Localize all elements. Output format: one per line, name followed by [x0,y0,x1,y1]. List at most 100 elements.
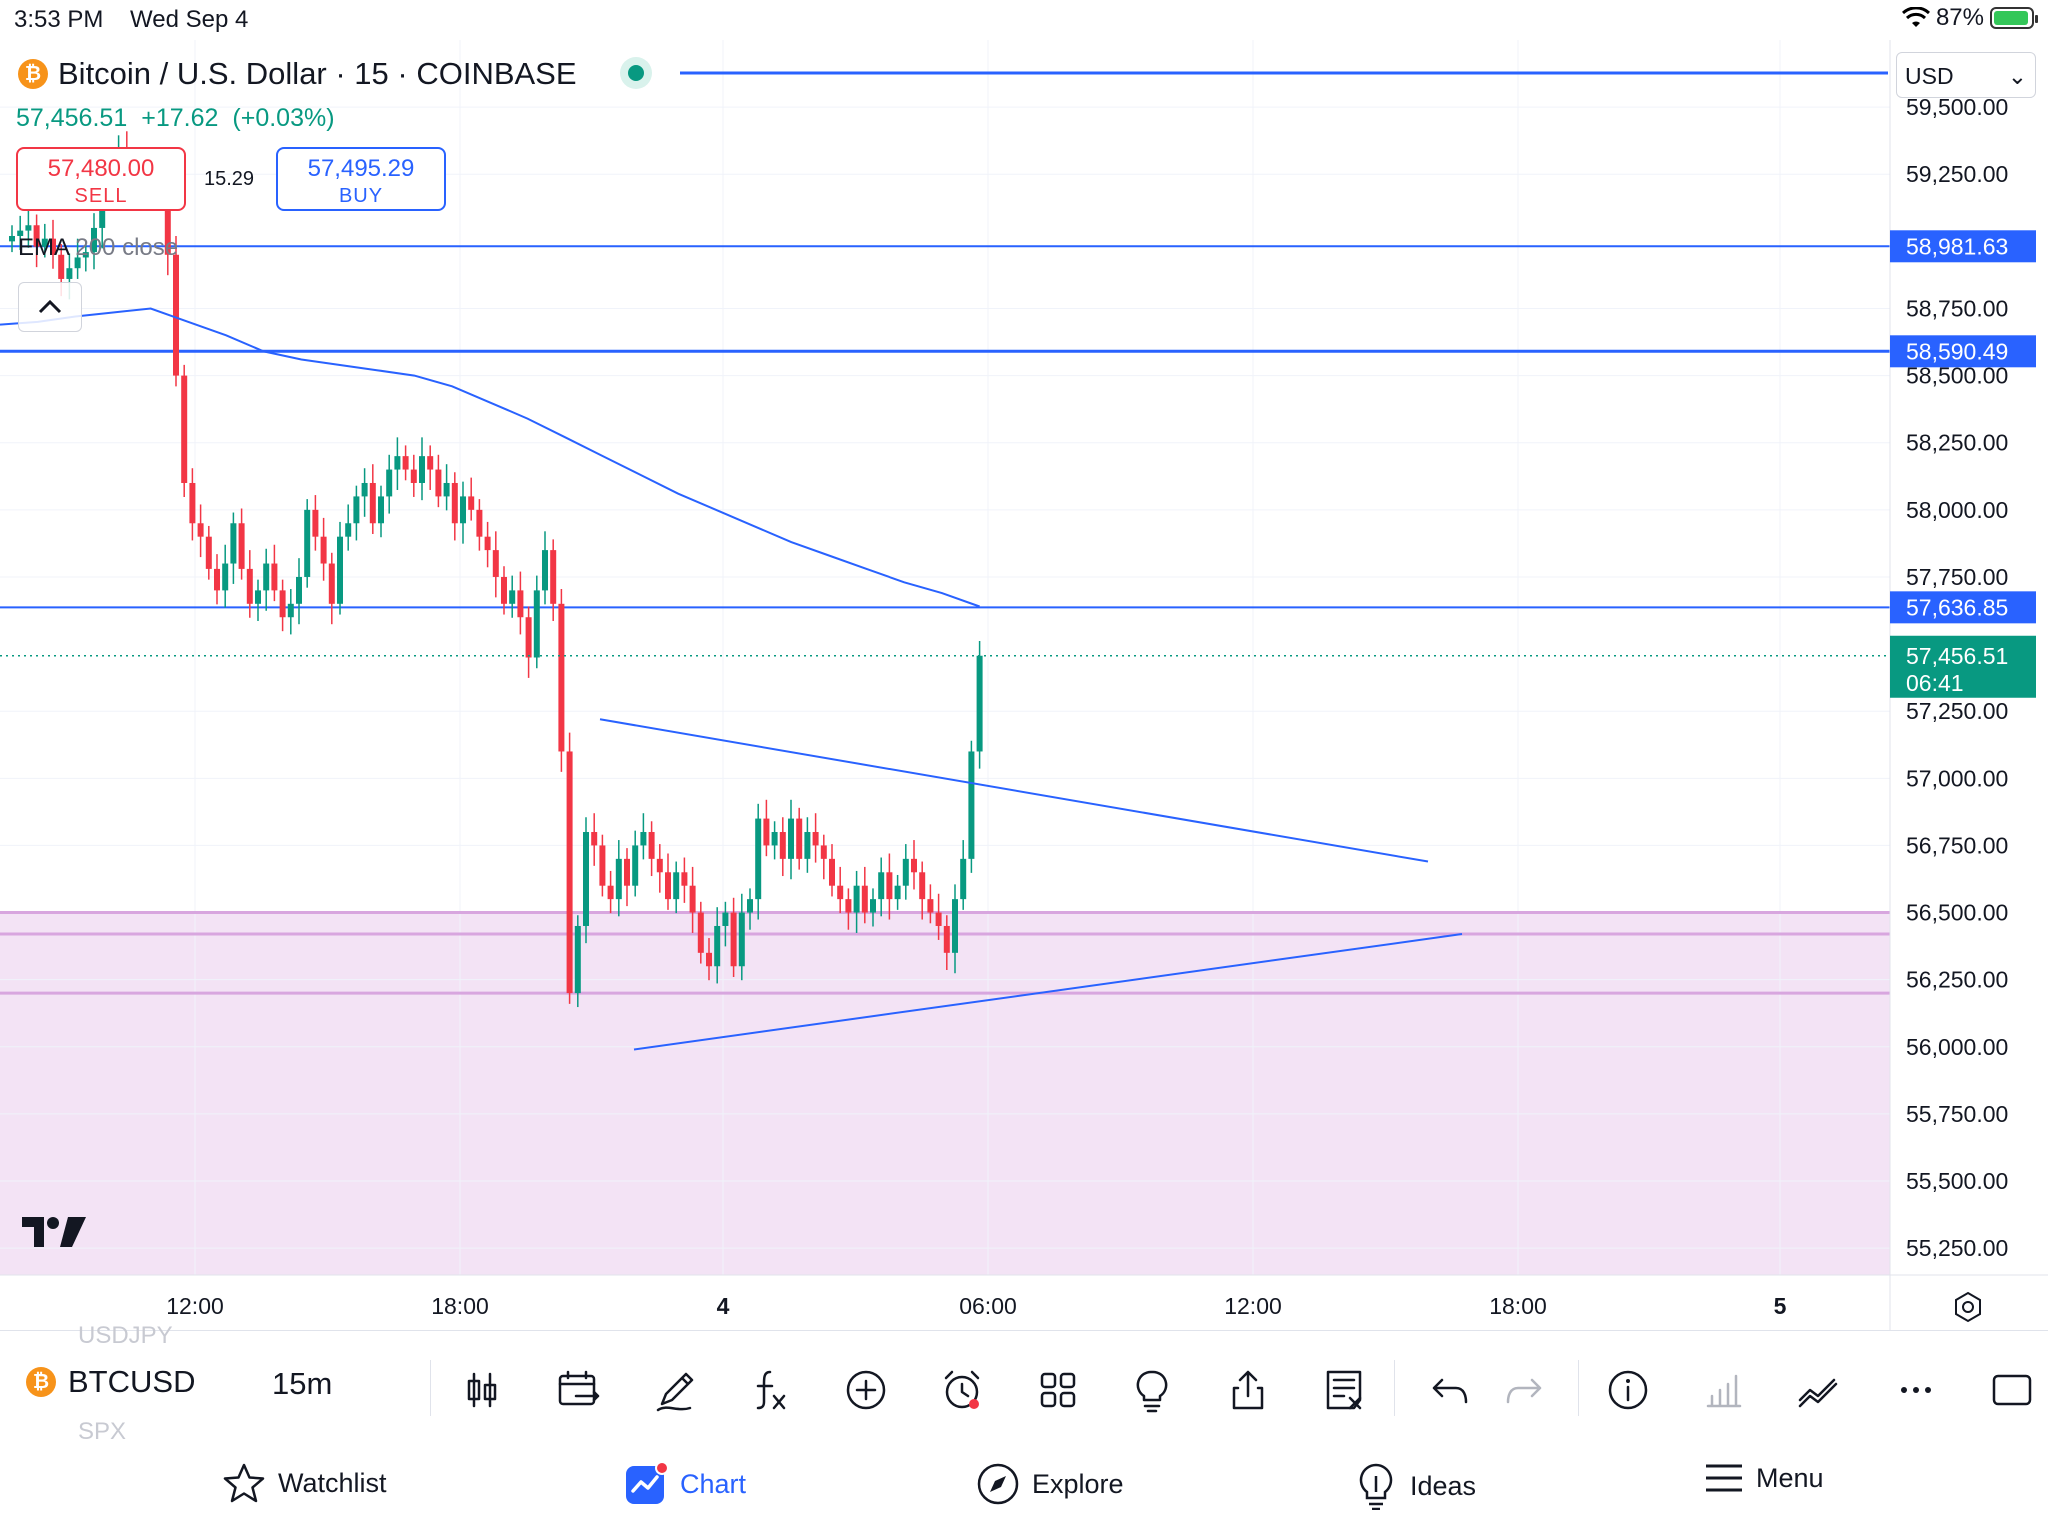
candle-body [878,872,885,900]
more-button[interactable] [1888,1362,1944,1418]
sell-button[interactable]: 57,480.00 SELL [16,147,186,211]
info-button[interactable] [1600,1362,1656,1418]
spread-value: 15.29 [204,168,255,190]
candle-body [230,523,237,564]
candle [312,495,319,551]
redo-icon [1506,1378,1542,1404]
nav-ideas-label: Ideas [1410,1470,1477,1501]
sell-price: 57,480.00 [47,155,155,182]
candle-body [607,885,614,900]
candle-body [91,227,97,253]
candle-body [533,590,540,658]
candle-body [484,536,491,551]
candle-body [304,509,311,577]
bar-stats-button[interactable] [1696,1362,1752,1418]
candle [607,870,614,914]
nav-watchlist[interactable]: Watchlist [222,1462,387,1504]
symbol-title[interactable]: ₿ Bitcoin / U.S. Dollar · 15 · COINBASE [18,56,577,92]
nav-menu[interactable]: Menu [1704,1462,1824,1494]
currency-value: USD [1905,63,1954,89]
candle-body [58,254,65,279]
chevron-down-icon: ⌄ [2007,63,2027,89]
price-chart[interactable]: 59,500.0059,250.0058,750.0058,500.0058,2… [0,40,2048,1330]
layout-button[interactable] [1030,1362,1086,1418]
candle [402,445,409,481]
draw-button[interactable] [648,1362,704,1418]
candle-body [517,590,524,618]
candle-body [853,885,860,913]
indicator-legend[interactable]: EMA 200 close [18,234,178,262]
candle-body [41,238,48,247]
ticker-ghost-above: USDJPY [78,1322,173,1349]
candle [304,499,311,588]
candle [17,215,24,250]
currency-select[interactable]: USD ⌄ [1896,52,2036,98]
candle-body [788,818,794,859]
candle-body [558,603,565,752]
candle-body [935,912,942,926]
current-price-badge [1890,635,2036,698]
ticker-symbol: BTCUSD [68,1364,196,1399]
nav-ideas[interactable]: Ideas [1354,1462,1476,1510]
price-axis-tick: 58,750.00 [1906,295,2008,321]
fullscreen-button[interactable] [1984,1362,2040,1418]
candle [878,857,885,917]
ideas-bulb-button[interactable] [1124,1362,1180,1418]
compare-dates-button[interactable] [550,1362,606,1418]
nav-chart[interactable]: Chart [624,1462,746,1506]
add-button[interactable] [838,1362,894,1418]
candle-body [238,523,245,569]
candle-body [837,885,844,900]
candle [525,606,532,678]
candle-body [25,225,32,231]
candles-button[interactable] [454,1362,510,1418]
candle [517,571,524,635]
price-axis-tick: 55,250.00 [1906,1235,2008,1261]
candle-body [763,818,770,846]
candle [771,821,778,860]
tradingview-logo-icon [22,1210,86,1260]
nav-explore[interactable]: Explore [976,1462,1124,1506]
candle-body [550,550,557,604]
candle [886,853,893,920]
price-axis-tick: 57,750.00 [1906,564,2008,590]
candle-body [378,496,384,524]
candle [238,508,245,580]
undo-button[interactable] [1422,1362,1478,1418]
chevron-up-icon [38,299,62,314]
collapse-legend-button[interactable] [18,282,82,332]
trend-button[interactable] [1792,1362,1848,1418]
candle-body [845,899,852,913]
scale-settings-icon[interactable] [1955,1291,1981,1323]
candle-body [804,832,811,859]
buy-price: 57,495.29 [307,155,415,182]
redo-button[interactable] [1496,1362,1552,1418]
share-button[interactable] [1220,1362,1276,1418]
level-price-label: 58,590.49 [1906,338,2008,364]
indicators-icon [756,1370,786,1410]
indicators-button[interactable] [742,1362,798,1418]
price-axis-tick: 57,000.00 [1906,765,2008,791]
candle [788,799,794,880]
candle-body [427,456,434,470]
alert-button[interactable] [934,1362,990,1418]
interval-selector[interactable]: 15m [272,1366,333,1401]
draw-icon [656,1372,694,1412]
candle [74,238,81,279]
object-tree-button[interactable] [1316,1362,1372,1418]
object-tree-icon [1326,1370,1362,1410]
candle-body [591,832,598,846]
candle [763,799,770,857]
nav-explore-label: Explore [1032,1468,1124,1499]
bulb-icon [1359,1463,1393,1510]
candle-body [369,482,376,524]
candle [894,874,901,910]
candle-body [287,603,294,618]
candle-body [361,482,368,497]
candle [853,870,860,933]
buy-button[interactable]: 57,495.29 BUY [276,147,446,211]
ticker-selector[interactable]: ₿ BTCUSD [26,1364,195,1400]
toolbar-separator [1578,1360,1579,1416]
status-time: 3:53 PM [14,6,104,33]
status-indicators: 87% [1901,4,2038,32]
